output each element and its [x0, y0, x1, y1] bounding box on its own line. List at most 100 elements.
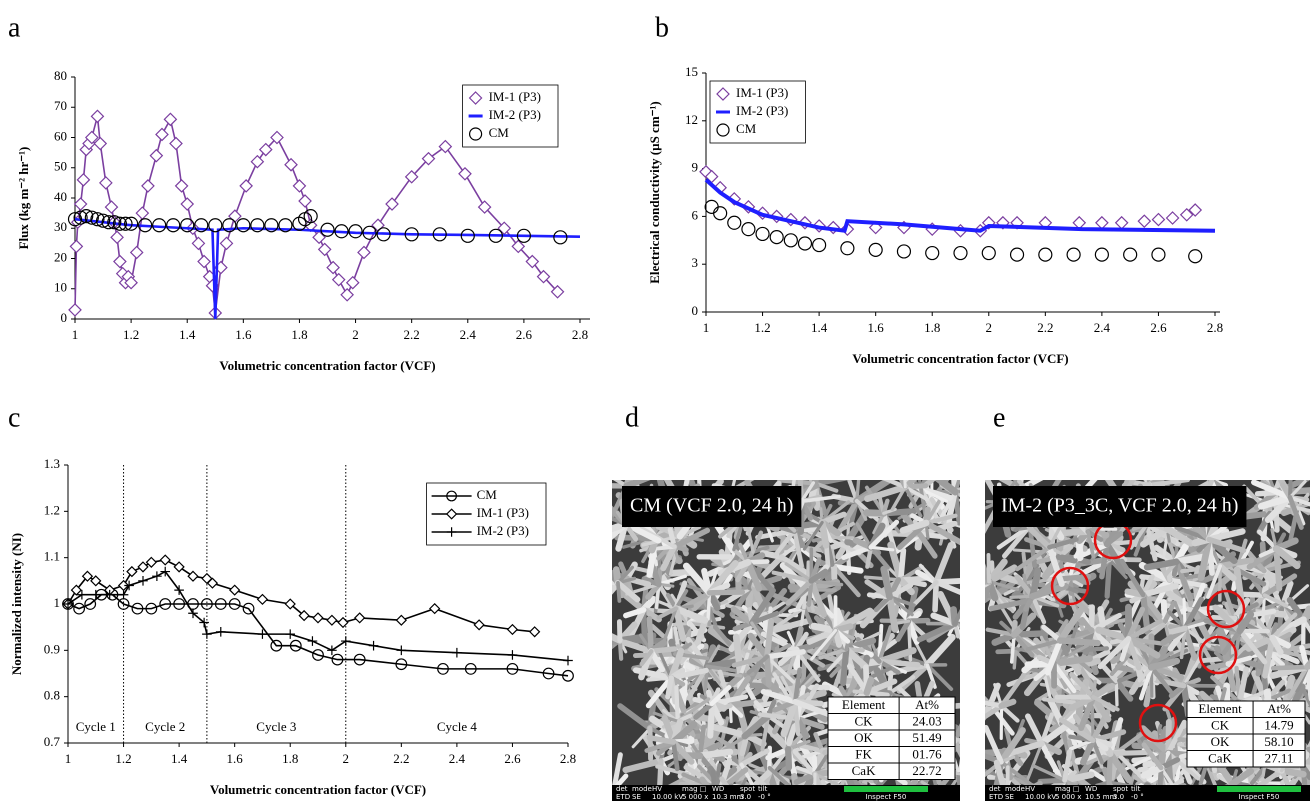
table-header: At% — [1267, 701, 1291, 716]
crystal-rod — [962, 578, 989, 582]
data-point — [202, 629, 212, 639]
x-tick-label: 1.4 — [179, 327, 196, 342]
data-point — [293, 217, 306, 230]
info-label: WD — [1085, 785, 1097, 793]
crystal-rod — [1290, 466, 1291, 497]
table-cell: 01.76 — [912, 747, 942, 762]
legend-label: IM-1 (P3) — [489, 89, 541, 104]
data-point — [372, 219, 384, 231]
y-tick-label: 1.1 — [44, 549, 60, 564]
crystal-rod — [1091, 607, 1092, 631]
crystal-rod — [794, 454, 815, 483]
x-tick-label: 1.8 — [924, 320, 940, 335]
info-value: 3.0 — [1113, 793, 1124, 801]
data-point — [1096, 217, 1108, 229]
data-point — [705, 200, 718, 213]
crystal-rod — [822, 522, 826, 545]
legend-label: IM-2 (P3) — [736, 103, 788, 118]
instrument: Inspect F50 — [866, 793, 907, 801]
info-label: mode — [632, 785, 652, 793]
legend-label: CM — [489, 125, 510, 140]
y-tick-label: 12 — [685, 112, 698, 127]
data-point — [1152, 214, 1164, 226]
data-point — [926, 247, 939, 260]
info-label: WD — [712, 785, 724, 793]
table-cell: CK — [855, 714, 874, 729]
x-tick-label: 1.2 — [123, 327, 139, 342]
y-axis-title: Normalized intensity (NI) — [9, 533, 24, 675]
data-point — [192, 237, 204, 249]
caption: CM (VCF 2.0, 24 h) — [630, 495, 793, 517]
x-axis-title: Volumetric concentration factor (VCF) — [852, 351, 1068, 366]
crystal-rod — [767, 621, 771, 657]
x-tick-label: 1.6 — [235, 327, 252, 342]
info-value: ETD — [616, 793, 630, 801]
data-point — [798, 237, 811, 250]
y-axis-title: Flux (kg m⁻² hr⁻¹) — [16, 147, 31, 250]
info-value: SE — [632, 793, 641, 801]
info-value: -0 ° — [758, 793, 771, 801]
y-tick-label: 1 — [54, 595, 61, 610]
data-point — [341, 636, 351, 646]
x-tick-label: 2.2 — [393, 751, 409, 766]
data-point — [313, 613, 323, 623]
data-point — [728, 216, 741, 229]
y-tick-label: 1.2 — [44, 502, 60, 517]
table-cell: 27.11 — [1265, 751, 1294, 766]
data-point — [251, 156, 263, 168]
crystal-rod — [959, 775, 987, 782]
data-point — [75, 198, 87, 210]
crystal-rod — [1002, 702, 1014, 706]
data-point — [474, 620, 484, 630]
panel-label: b — [655, 12, 669, 43]
table-cell: OK — [854, 730, 873, 745]
data-point — [982, 247, 995, 260]
data-point — [459, 168, 471, 180]
x-tick-label: 1.6 — [868, 320, 885, 335]
y-tick-label: 3 — [692, 255, 699, 270]
crystal-rod — [1059, 557, 1075, 560]
crystal-rod — [618, 583, 619, 601]
x-axis-title: Volumetric concentration factor (VCF) — [210, 782, 426, 797]
crystal-rod — [598, 782, 614, 789]
x-tick-label: 1.6 — [227, 751, 244, 766]
cycle-label: Cycle 4 — [437, 719, 478, 734]
x-tick-label: 2.6 — [1150, 320, 1167, 335]
data-point — [439, 141, 451, 153]
crystal-rod — [958, 582, 989, 600]
cycle-label: Cycle 2 — [145, 719, 185, 734]
y-tick-label: 0.7 — [44, 734, 61, 749]
x-tick-label: 2.2 — [1037, 320, 1053, 335]
data-point — [1011, 248, 1024, 261]
data-point — [1067, 248, 1080, 261]
data-point — [355, 613, 365, 623]
data-point — [333, 274, 345, 286]
crystal-rod — [901, 550, 904, 579]
data-point — [869, 243, 882, 256]
data-point — [319, 243, 331, 255]
table-cell: FK — [855, 747, 872, 762]
data-point — [138, 562, 148, 572]
data-point — [530, 627, 540, 637]
x-axis-title: Volumetric concentration factor (VCF) — [219, 358, 435, 373]
data-point — [770, 231, 783, 244]
data-point — [111, 231, 123, 243]
y-tick-label: 70 — [54, 98, 67, 113]
x-tick-label: 1.4 — [171, 751, 188, 766]
data-point — [784, 234, 797, 247]
data-point — [209, 219, 222, 232]
data-point — [105, 201, 117, 213]
crystal-rod — [959, 771, 974, 775]
crystal-rod — [710, 592, 743, 593]
info-value: 5 000 x — [1055, 793, 1081, 801]
crystal-rod — [1068, 648, 1107, 651]
data-point — [293, 180, 305, 192]
crystal-rod — [1014, 651, 1015, 668]
crystal-rod — [1205, 461, 1211, 480]
table-header: Element — [842, 697, 886, 712]
data-point — [150, 150, 162, 162]
x-tick-label: 2.4 — [449, 751, 466, 766]
info-label: mag □ — [682, 785, 706, 793]
data-point — [221, 237, 233, 249]
info-label: spot — [740, 785, 755, 793]
